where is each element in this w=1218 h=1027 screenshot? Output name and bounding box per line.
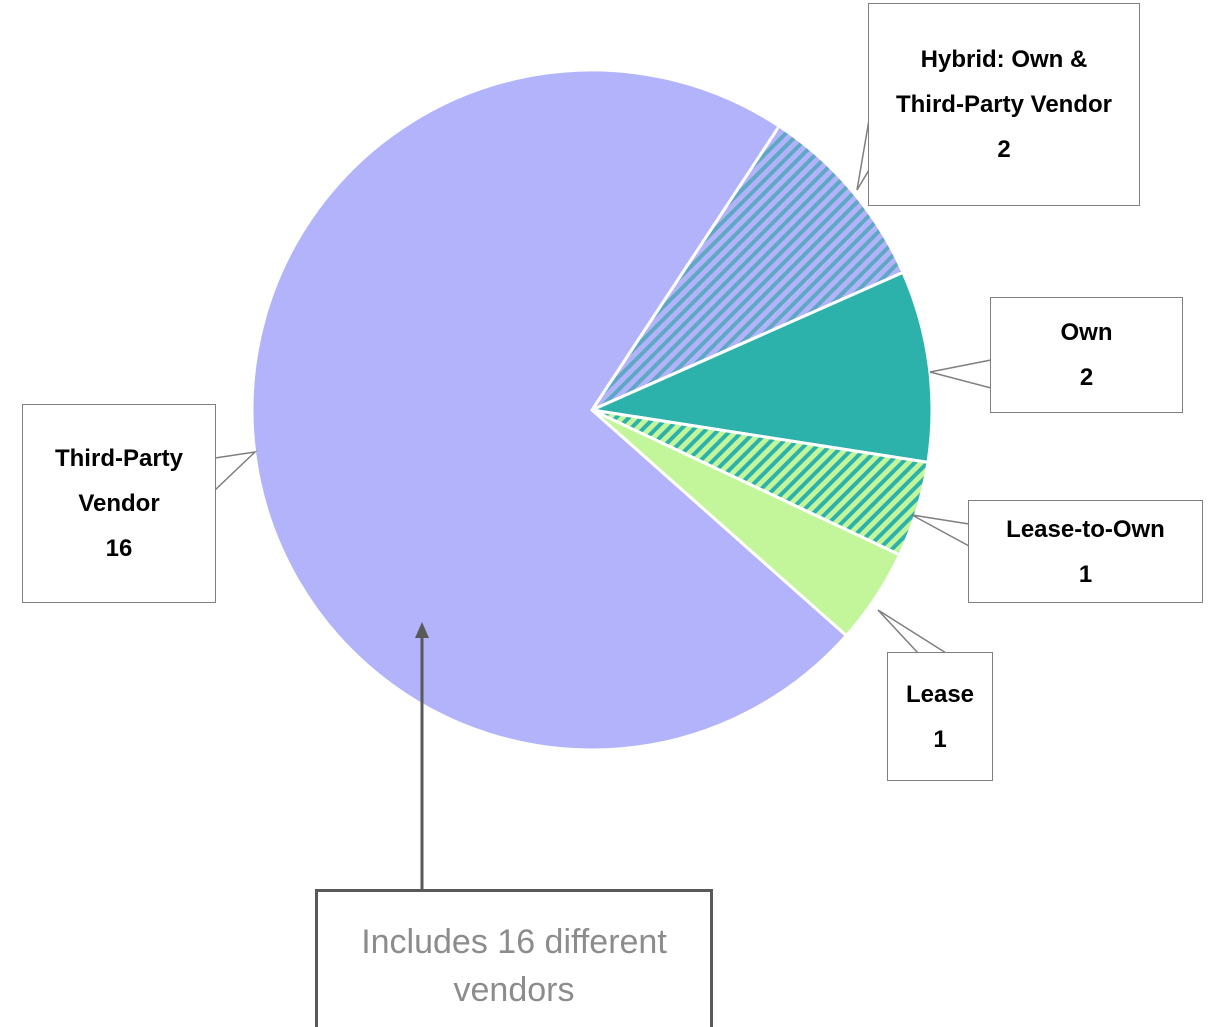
annotation-arrowhead — [415, 622, 429, 638]
data-label: Third-Party Vendor 16 — [29, 436, 209, 571]
slice-value: 16 — [105, 535, 133, 562]
slice-value: 1 — [933, 725, 947, 753]
slice-value: 1 — [1078, 560, 1093, 588]
slice-name: Lease — [905, 680, 975, 708]
data-label: Own 2 — [1002, 310, 1172, 400]
data-label: Lease-to-Own 1 — [971, 507, 1201, 597]
data-label: Lease 1 — [890, 672, 990, 762]
slice-name: Third-Party Vendor — [54, 445, 183, 517]
callout-pointer — [214, 450, 258, 492]
callout-box: Own 2 — [990, 297, 1183, 413]
pie-slice — [250, 68, 849, 752]
slice-name: Hybrid: Own & Third-Party Vendor — [895, 46, 1113, 118]
callout-box: Hybrid: Own & Third-Party Vendor 2 — [868, 3, 1140, 206]
callout-pointer — [911, 514, 970, 548]
slice-value: 2 — [1079, 364, 1094, 391]
pie-slice — [586, 270, 934, 465]
callout-box: Third-Party Vendor 16 — [22, 404, 216, 603]
callout-pointer — [929, 359, 992, 389]
callout-box: Lease 1 — [887, 652, 993, 781]
slice-name: Own — [1060, 319, 1113, 346]
callout-pointer — [877, 609, 949, 654]
callout-box: Lease-to-Own 1 — [968, 500, 1203, 603]
data-label: Hybrid: Own & Third-Party Vendor 2 — [884, 37, 1124, 172]
slice-name: Lease-to-Own — [1006, 515, 1165, 543]
pie-slice — [587, 124, 905, 414]
slice-value: 2 — [997, 136, 1011, 163]
annotation: Includes 16 different vendors — [315, 889, 713, 1027]
